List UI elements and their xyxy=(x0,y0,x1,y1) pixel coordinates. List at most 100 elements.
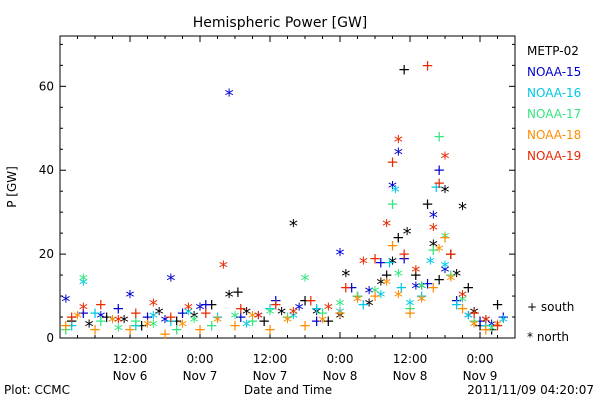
data-point: + xyxy=(299,316,312,334)
data-point: + xyxy=(433,174,446,192)
data-point: * xyxy=(353,291,362,312)
data-point: * xyxy=(499,312,508,333)
data-point: * xyxy=(289,216,298,237)
data-point: * xyxy=(190,308,199,329)
data-point: * xyxy=(388,254,397,275)
data-point: * xyxy=(441,228,450,249)
data-point: + xyxy=(474,312,487,330)
y-axis: 0 20 40 60 xyxy=(39,43,515,345)
y-tick-label: 20 xyxy=(39,247,54,261)
data-point: * xyxy=(429,237,438,258)
data-point: * xyxy=(184,304,193,325)
data-point: + xyxy=(450,291,463,309)
data-point: + xyxy=(65,308,78,326)
x-tick-time: 12:00 xyxy=(253,352,288,366)
data-point: * xyxy=(96,308,105,329)
marker-legend-entry: * north xyxy=(527,330,569,344)
data-point: * xyxy=(406,295,415,316)
data-point: + xyxy=(369,287,382,305)
data-point: + xyxy=(176,304,189,322)
data-point: + xyxy=(462,279,475,297)
data-point: + xyxy=(433,161,446,179)
x-tick-date: Nov 6 xyxy=(113,369,148,383)
data-point: + xyxy=(194,321,207,339)
y-axis-label: P [GW] xyxy=(5,166,19,208)
data-point: * xyxy=(73,308,82,329)
data-point: * xyxy=(277,304,286,325)
data-point: + xyxy=(170,312,183,330)
data-point: + xyxy=(433,128,446,146)
data-point: * xyxy=(114,321,123,342)
legend-entry: NOAA-17 xyxy=(527,107,581,121)
data-point: * xyxy=(143,316,152,337)
data-point: + xyxy=(264,321,277,339)
legend-entry: NOAA-18 xyxy=(527,128,581,142)
data-point: + xyxy=(65,316,78,334)
data-point: * xyxy=(470,316,479,337)
data-point: + xyxy=(398,61,411,79)
legend-entry: NOAA-19 xyxy=(527,149,581,163)
data-point: * xyxy=(417,279,426,300)
data-point: * xyxy=(441,182,450,203)
data-point: + xyxy=(415,287,428,305)
x-axis: 12:00 Nov 6 0:00 Nov 7 12:00 Nov 7 0:00 Nov 8 12… xyxy=(77,36,498,383)
data-point: + xyxy=(159,325,172,343)
marker-legend: + south * north xyxy=(527,300,574,344)
data-point: + xyxy=(305,291,318,309)
data-point: * xyxy=(178,316,187,337)
y-tick-label: 40 xyxy=(39,163,54,177)
data-point: + xyxy=(165,312,178,330)
data-point: * xyxy=(481,312,490,333)
data-point: + xyxy=(229,316,242,334)
data-point: * xyxy=(85,316,94,337)
data-point: * xyxy=(336,295,345,316)
data-point: * xyxy=(452,266,461,287)
data-point: + xyxy=(322,312,335,330)
data-point: + xyxy=(445,245,458,263)
data-point: * xyxy=(219,258,228,279)
data-points: + * + * +* + *+ *+* + **+* + **+ **+*++*+*+*+*+**+*+… xyxy=(60,56,510,342)
data-point: + xyxy=(130,304,143,322)
data-point: * xyxy=(359,254,368,275)
data-point: * xyxy=(108,312,117,333)
data-point: + xyxy=(200,304,213,322)
data-point: + xyxy=(135,316,148,334)
x-tick-time: 12:00 xyxy=(393,352,428,366)
data-point: * xyxy=(435,241,444,262)
data-point: * xyxy=(61,291,70,312)
data-point: + xyxy=(112,300,125,318)
data-point: * xyxy=(493,316,502,337)
data-point: * xyxy=(79,274,88,295)
data-point: + xyxy=(357,295,370,313)
data-point: * xyxy=(365,295,374,316)
data-point: * xyxy=(126,287,135,308)
data-point: * xyxy=(441,262,450,283)
data-point: + xyxy=(480,316,493,334)
data-point: * xyxy=(341,266,350,287)
data-point: * xyxy=(429,207,438,228)
data-point: + xyxy=(281,308,294,326)
footer-credit: Plot: CCMC xyxy=(4,383,70,397)
data-point: * xyxy=(481,312,490,333)
data-point: + xyxy=(398,249,411,267)
data-point: + xyxy=(130,312,143,330)
chart-title: Hemispheric Power [GW] xyxy=(193,15,368,31)
data-point: * xyxy=(394,144,403,165)
data-point: + xyxy=(205,316,218,334)
data-point: * xyxy=(289,308,298,329)
data-point: * xyxy=(166,270,175,291)
data-point: + xyxy=(468,312,481,330)
data-point: + xyxy=(392,228,405,246)
data-point: * xyxy=(231,308,240,329)
data-point: + xyxy=(258,312,271,330)
data-point: + xyxy=(141,308,154,326)
y-tick-label: 60 xyxy=(39,79,54,93)
data-point: + xyxy=(200,295,213,313)
data-point: * xyxy=(441,258,450,279)
data-point: + xyxy=(351,287,364,305)
data-point: * xyxy=(324,300,333,321)
data-point: + xyxy=(404,304,417,322)
data-point: + xyxy=(386,195,399,213)
data-point: + xyxy=(246,312,259,330)
